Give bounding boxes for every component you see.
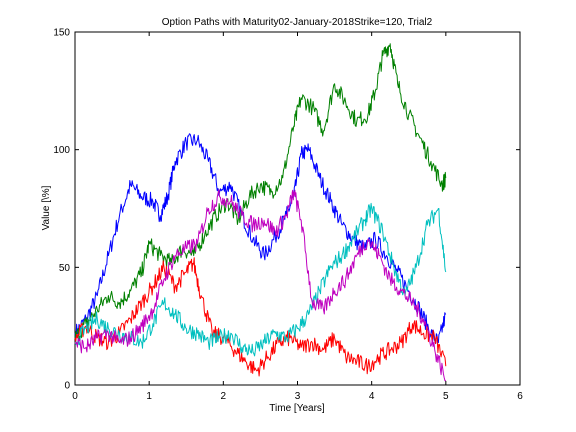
series-layer [74, 43, 447, 382]
tick-layer: 0 1 2 3 4 5 6 0 50 100 150 [53, 28, 523, 403]
series-line-1 [74, 133, 447, 344]
y-tick-label: 50 [59, 263, 71, 274]
y-tick-label: 100 [53, 145, 70, 156]
series-line-2 [74, 43, 447, 341]
y-axis-label: Value [\%] [41, 185, 52, 230]
x-tick-label: 1 [146, 391, 152, 402]
x-tick-label: 2 [221, 391, 227, 402]
y-tick-label: 150 [53, 28, 70, 39]
chart-title: Option Paths with Maturity02-January-201… [162, 17, 433, 28]
series-line-4 [74, 202, 447, 357]
x-tick-label: 6 [517, 391, 523, 402]
y-tick-label: 0 [64, 381, 70, 392]
x-tick-label: 3 [295, 391, 301, 402]
x-axis-label: Time [Years] [269, 403, 325, 414]
x-tick-label: 0 [72, 391, 78, 402]
series-line-3 [74, 257, 447, 377]
x-tick-label: 4 [369, 391, 375, 402]
series-line-5 [74, 189, 447, 382]
x-tick-label: 5 [443, 391, 449, 402]
